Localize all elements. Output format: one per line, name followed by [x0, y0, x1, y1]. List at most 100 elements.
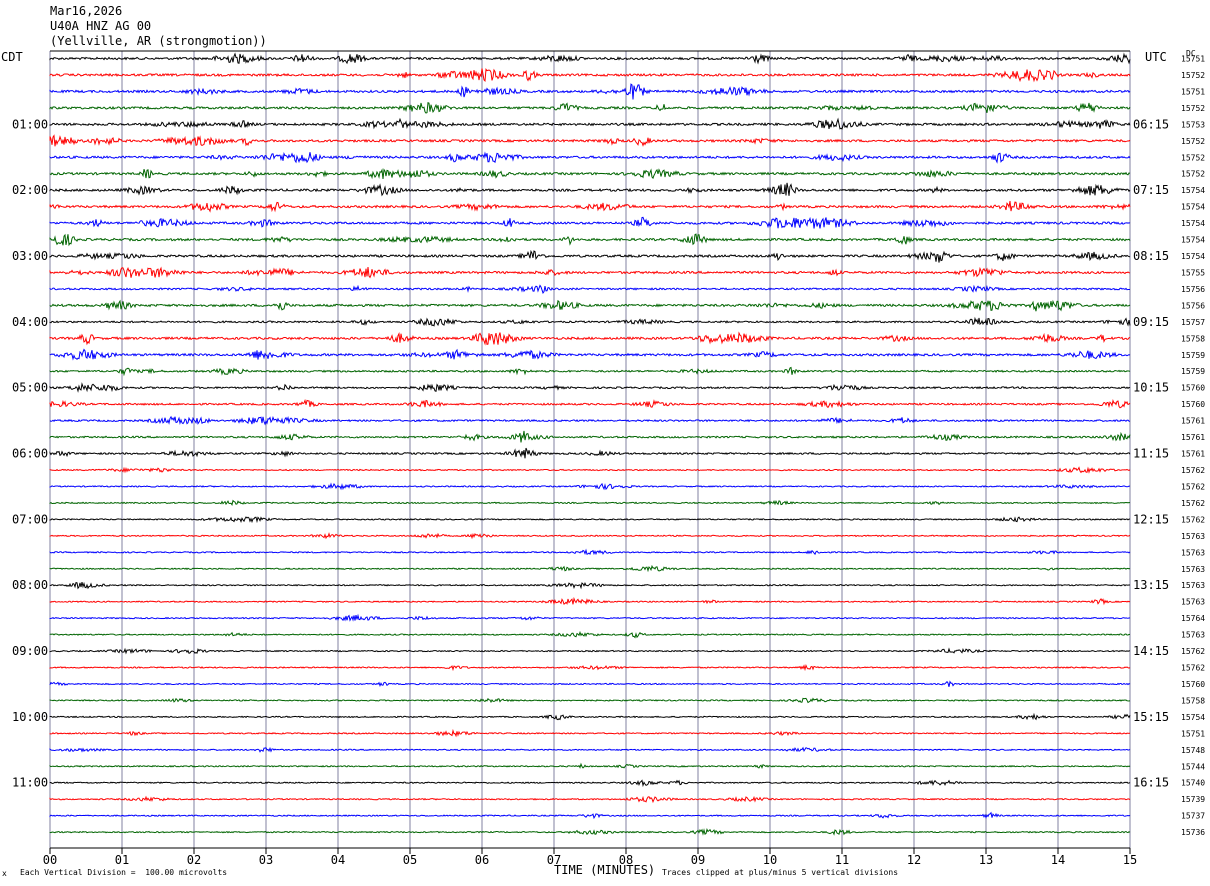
- dc-value: 15760: [1181, 680, 1205, 689]
- trace-36: [49, 630, 1131, 639]
- right-hour-label: 08:15: [1133, 249, 1169, 263]
- dc-value: 15762: [1181, 482, 1205, 491]
- dc-value: 15763: [1181, 565, 1205, 574]
- left-hour-label: 01:00: [12, 117, 48, 131]
- x-tick-label-09: 09: [691, 853, 705, 867]
- trace-22: [49, 398, 1131, 409]
- dc-value: 15760: [1181, 384, 1205, 393]
- x-tick-label-15: 15: [1123, 853, 1137, 867]
- left-hour-label: 10:00: [12, 710, 48, 724]
- trace-45: [49, 779, 1131, 788]
- dc-value: 15757: [1181, 318, 1205, 327]
- minute-grid: [49, 50, 1131, 849]
- dc-value: 15763: [1181, 631, 1205, 640]
- trace-29: [49, 516, 1131, 524]
- x-tick-label-13: 13: [979, 853, 993, 867]
- trace-6: [49, 134, 1131, 147]
- dc-value: 15764: [1181, 614, 1205, 623]
- left-hour-label: 03:00: [12, 249, 48, 263]
- trace-46: [49, 795, 1131, 804]
- right-hour-label: 14:15: [1133, 644, 1169, 658]
- dc-value: 15751: [1181, 87, 1205, 96]
- trace-16: [49, 299, 1131, 312]
- dc-value: 15748: [1181, 746, 1205, 755]
- trace-43: [49, 746, 1131, 753]
- trace-20: [49, 366, 1131, 377]
- trace-27: [49, 482, 1131, 491]
- trace-39: [49, 680, 1131, 688]
- trace-34: [49, 596, 1131, 606]
- x-tick-label-06: 06: [475, 853, 489, 867]
- trace-4: [49, 102, 1131, 114]
- dc-value: 15754: [1181, 236, 1205, 245]
- dc-value: 15754: [1181, 186, 1205, 195]
- x-tick-label-04: 04: [331, 853, 345, 867]
- trace-11: [49, 216, 1131, 229]
- trace-42: [49, 728, 1131, 738]
- dc-value: 15752: [1181, 137, 1205, 146]
- dc-value: 15762: [1181, 515, 1205, 524]
- trace-23: [49, 415, 1131, 426]
- right-hour-label: 10:15: [1133, 381, 1169, 395]
- clipping-note: Traces clipped at plus/minus 5 vertical …: [662, 868, 899, 877]
- x-axis-ticks: 00 01 02 03 04 05 06 07 08 09 10 11 12 13 14 15: [43, 848, 1137, 867]
- station-location: (Yellville, AR (strongmotion)): [50, 34, 267, 48]
- right-hour-label: 13:15: [1133, 578, 1169, 592]
- dc-value: 15762: [1181, 647, 1205, 656]
- dc-value: 15754: [1181, 219, 1205, 228]
- trace-28: [49, 499, 1131, 507]
- dc-column-header: DC: [1186, 49, 1196, 58]
- trace-47: [49, 811, 1131, 820]
- right-hour-label: 07:15: [1133, 183, 1169, 197]
- dc-value: 15763: [1181, 548, 1205, 557]
- trace-21: [49, 382, 1131, 393]
- trace-1: [49, 52, 1131, 65]
- x-tick-label-05: 05: [403, 853, 417, 867]
- right-timezone-label: UTC: [1145, 50, 1167, 64]
- right-hour-label: 09:15: [1133, 315, 1169, 329]
- left-hour-label: 11:00: [12, 776, 48, 790]
- x-tick-label-00: 00: [43, 853, 57, 867]
- x-tick-label-12: 12: [907, 853, 921, 867]
- trace-38: [49, 664, 1131, 672]
- seismic-traces: [49, 52, 1131, 836]
- trace-5: [49, 117, 1131, 130]
- trace-7: [49, 151, 1131, 164]
- x-tick-label-07: 07: [547, 853, 561, 867]
- x-tick-label-11: 11: [835, 853, 849, 867]
- trace-35: [49, 613, 1131, 622]
- plot-date: Mar16,2026: [50, 4, 123, 18]
- dc-value: 15761: [1181, 450, 1205, 459]
- dc-value: 15740: [1181, 779, 1205, 788]
- trace-13: [49, 249, 1131, 263]
- trace-41: [49, 712, 1131, 721]
- dc-value: 15759: [1181, 351, 1205, 360]
- dc-value: 15737: [1181, 812, 1205, 821]
- dc-value: 15739: [1181, 795, 1205, 804]
- dc-value: 15752: [1181, 153, 1205, 162]
- right-hour-label: 12:15: [1133, 512, 1169, 526]
- left-hour-label: 04:00: [12, 315, 48, 329]
- x-tick-label-03: 03: [259, 853, 273, 867]
- dc-value: 15752: [1181, 170, 1205, 179]
- dc-value: 15763: [1181, 598, 1205, 607]
- trace-25: [49, 447, 1131, 459]
- trace-24: [49, 430, 1131, 443]
- trace-10: [49, 200, 1131, 213]
- trace-8: [49, 168, 1131, 180]
- right-hour-label: 15:15: [1133, 710, 1169, 724]
- left-hour-labels: 01:00 02:00 03:00 04:00 05:00 06:00 07:00 08:00…: [12, 117, 48, 789]
- dc-value: 15754: [1181, 252, 1205, 261]
- trace-26: [49, 466, 1131, 474]
- dc-value: 15760: [1181, 400, 1205, 409]
- trace-32: [49, 564, 1131, 573]
- dc-value: 15751: [1181, 729, 1205, 738]
- dc-value: 15758: [1181, 696, 1205, 705]
- trace-9: [49, 182, 1131, 197]
- trace-14: [49, 266, 1131, 279]
- left-hour-label: 05:00: [12, 381, 48, 395]
- dc-value: 15754: [1181, 713, 1205, 722]
- left-timezone-label: CDT: [1, 50, 23, 64]
- dc-value: 15752: [1181, 71, 1205, 80]
